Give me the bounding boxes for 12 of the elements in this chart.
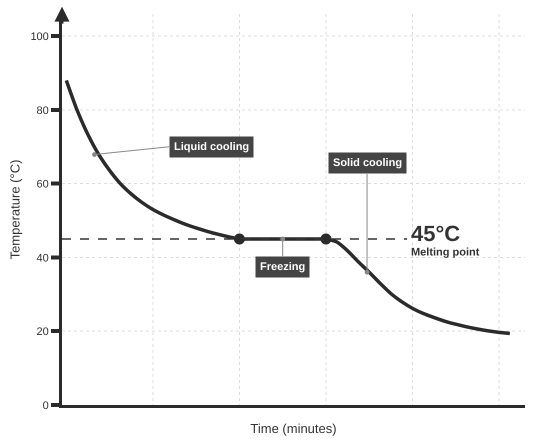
y-tick-label: 20: [36, 326, 49, 338]
y-tick-label: 0: [42, 400, 49, 412]
y-tick-label: 100: [30, 30, 49, 43]
y-tick-label: 60: [36, 178, 49, 191]
annotation: Liquid cooling: [174, 141, 250, 153]
x-axis-title: Time (minutes): [250, 421, 337, 436]
y-tick-label: 40: [36, 252, 49, 264]
y-axis-title: Temperature (°C): [7, 160, 22, 260]
y-tick-label: 80: [36, 104, 49, 117]
annotation: Freezing: [260, 261, 306, 273]
annotation: Solid cooling: [333, 157, 402, 169]
ref-line-label: 45°C Melting point: [411, 221, 480, 258]
